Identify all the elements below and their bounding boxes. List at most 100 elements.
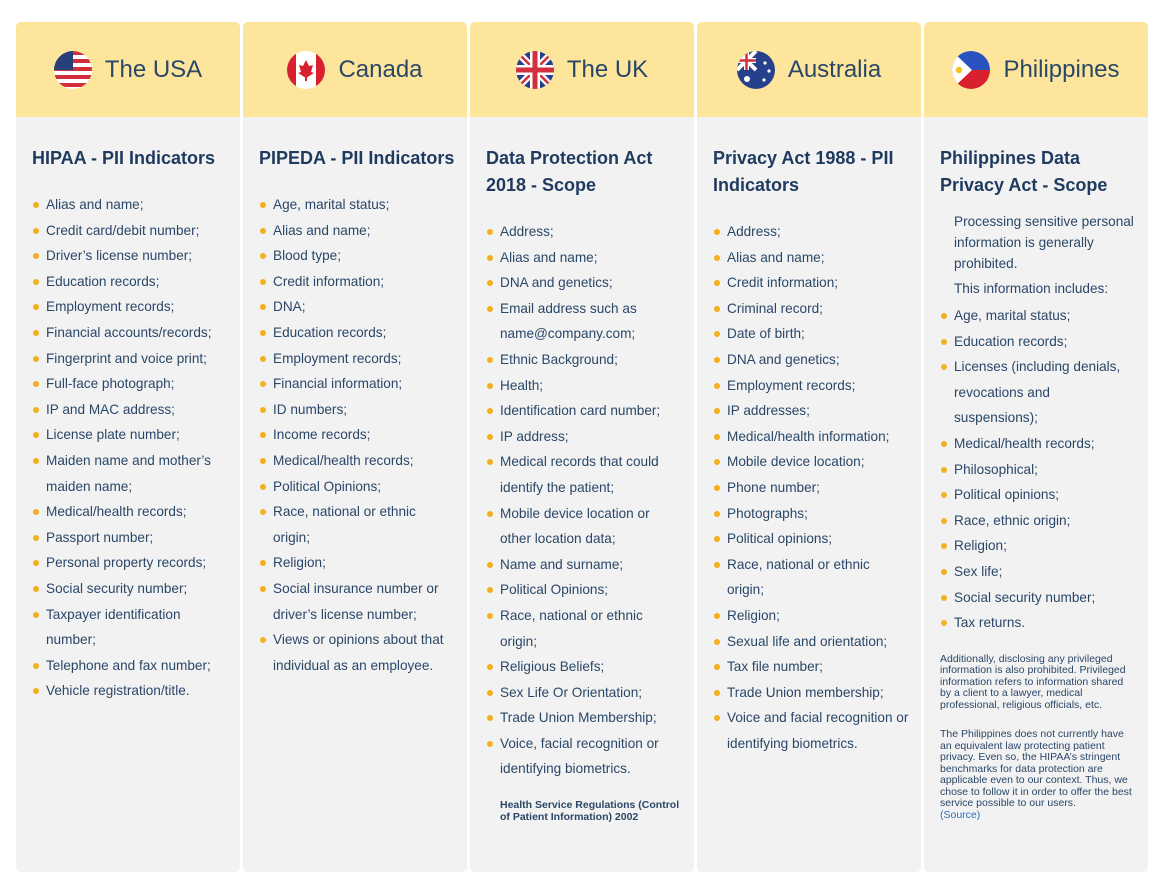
columns: The USA HIPAA - PII Indicators Alias and n… (16, 22, 1148, 872)
indicator-item: Maiden name and mother’s maiden name; (33, 448, 228, 499)
indicator-item: Trade Union membership; (714, 680, 909, 706)
source-link[interactable]: (Source) (940, 808, 981, 821)
indicator-item: Phone number; (714, 475, 909, 501)
indicator-item: Sexual life and orientation; (714, 629, 909, 655)
country-name: The USA (104, 55, 203, 83)
indicator-item: Date of birth; (714, 321, 909, 347)
column-body: Philippines Data Privacy Act - Scope Proc… (924, 117, 1148, 821)
indicator-item: DNA; (260, 294, 455, 320)
column-header: Canada (243, 22, 467, 117)
indicator-item: Full-face photograph; (33, 371, 228, 397)
indicator-item: IP and MAC address; (33, 397, 228, 423)
indicator-item: Medical/health records; (941, 431, 1136, 457)
footnote: Additionally, disclosing any privileged … (940, 652, 1126, 711)
column-body: PIPEDA - PII Indicators Age, marital stat… (243, 117, 467, 678)
indicator-item: Passport number; (33, 525, 228, 551)
column-header: The USA (16, 22, 240, 117)
indicator-item: Social security number; (941, 585, 1136, 611)
indicator-item: Alias and name; (260, 218, 455, 244)
indicator-item: Income records; (260, 422, 455, 448)
indicator-list: Alias and name; Credit card/debit number;… (32, 192, 228, 704)
indicator-item: Race, national or ethnic origin; (714, 552, 909, 603)
column-header: The UK (470, 22, 694, 117)
indicator-list: Address; Alias and name; Credit informatio… (713, 219, 909, 756)
indicator-item: Social security number; (33, 576, 228, 602)
indicator-item: Credit card/debit number; (33, 218, 228, 244)
country-name: Canada (338, 55, 423, 83)
indicator-item: Age, marital status; (260, 192, 455, 218)
indicator-item: Medical/health records; (260, 448, 455, 474)
indicator-item: Religion; (260, 550, 455, 576)
intro-text: Processing sensitive personal informatio… (954, 214, 1134, 271)
column-header: Australia (697, 22, 921, 117)
indicator-item: Credit information; (260, 269, 455, 295)
indicator-item: Financial accounts/records; (33, 320, 228, 346)
indicator-item: Photographs; (714, 501, 909, 527)
indicator-item: Race, ethnic origin; (941, 508, 1136, 534)
flag-usa (53, 50, 92, 89)
indicator-item: Personal property records; (33, 550, 228, 576)
indicator-item: Vehicle registration/title. (33, 678, 228, 704)
column-header: Philippines (924, 22, 1148, 117)
indicator-item: Race, national or ethnic origin; (487, 603, 682, 654)
indicator-list: Age, marital status; Alias and name; Blood… (259, 192, 455, 678)
indicator-item: Political Opinions; (260, 474, 455, 500)
indicator-item: Criminal record; (714, 296, 909, 322)
indicator-item: Taxpayer identification number; (33, 602, 228, 653)
indicator-item: Age, marital status; (941, 303, 1136, 329)
indicator-item: Health; (487, 373, 682, 399)
law-heading: PIPEDA - PII Indicators (259, 148, 455, 168)
indicator-item: Identification card number; (487, 398, 682, 424)
country-column: The UK Data Protection Act 2018 - Scope Ad… (470, 22, 694, 872)
indicator-item: IP address; (487, 424, 682, 450)
country-name: The UK (566, 55, 649, 83)
indicator-item: Email address such as name@company.com; (487, 296, 682, 347)
indicator-item: Fingerprint and voice print; (33, 346, 228, 372)
indicator-item: Medical records that could identify the … (487, 449, 682, 500)
indicator-item: Licenses (including denials, revocations… (941, 354, 1136, 431)
column-body: HIPAA - PII Indicators Alias and name; Cre… (16, 117, 240, 704)
indicator-item: Tax returns. (941, 610, 1136, 636)
indicator-item: Trade Union Membership; (487, 705, 682, 731)
flag-australia (736, 50, 775, 89)
country-column: Philippines Philippines Data Privacy Act … (924, 22, 1148, 872)
country-name: Australia (787, 55, 882, 83)
indicator-item: Sex Life Or Orientation; (487, 680, 682, 706)
indicator-item: Ethnic Background; (487, 347, 682, 373)
indicator-item: Address; (487, 219, 682, 245)
indicator-item: Political Opinions; (487, 577, 682, 603)
indicator-item: Medical/health information; (714, 424, 909, 450)
flag-philippines (952, 50, 991, 89)
indicator-item: Sex life; (941, 559, 1136, 585)
indicator-item: Social insurance number or driver’s lice… (260, 576, 455, 627)
indicator-item: Credit information; (714, 270, 909, 296)
indicator-item: DNA and genetics; (487, 270, 682, 296)
indicator-item: Religious Beliefs; (487, 654, 682, 680)
country-name: Philippines (1003, 55, 1120, 83)
indicator-item: Political opinions; (941, 482, 1136, 508)
law-heading: Data Protection Act 2018 - Scope (486, 148, 653, 195)
flag-canada (287, 50, 326, 89)
indicator-item: Employment records; (714, 373, 909, 399)
indicator-item: Name and surname; (487, 552, 682, 578)
indicator-item: Religion; (714, 603, 909, 629)
indicator-item: Education records; (260, 320, 455, 346)
indicator-item: Mobile device location; (714, 449, 909, 475)
indicator-item: Blood type; (260, 243, 455, 269)
indicator-item: Philosophical; (941, 457, 1136, 483)
indicator-item: Employment records; (260, 346, 455, 372)
regulation-note: Health Service Regulations (Control of P… (500, 799, 680, 823)
indicator-item: Address; (714, 219, 909, 245)
indicator-item: Religion; (941, 533, 1136, 559)
indicator-item: Views or opinions about that individual … (260, 627, 455, 678)
indicator-item: ID numbers; (260, 397, 455, 423)
country-column: Australia Privacy Act 1988 - PII Indicato… (697, 22, 921, 872)
indicator-item: Education records; (941, 329, 1136, 355)
law-heading: HIPAA - PII Indicators (32, 148, 216, 168)
indicator-item: Voice and facial recognition or identify… (714, 705, 909, 756)
indicator-item: Voice, facial recognition or identifying… (487, 731, 682, 782)
indicator-item: Mobile device location or other location… (487, 501, 682, 552)
country-column: Canada PIPEDA - PII Indicators Age, marita… (243, 22, 467, 872)
indicator-item: Financial information; (260, 371, 455, 397)
